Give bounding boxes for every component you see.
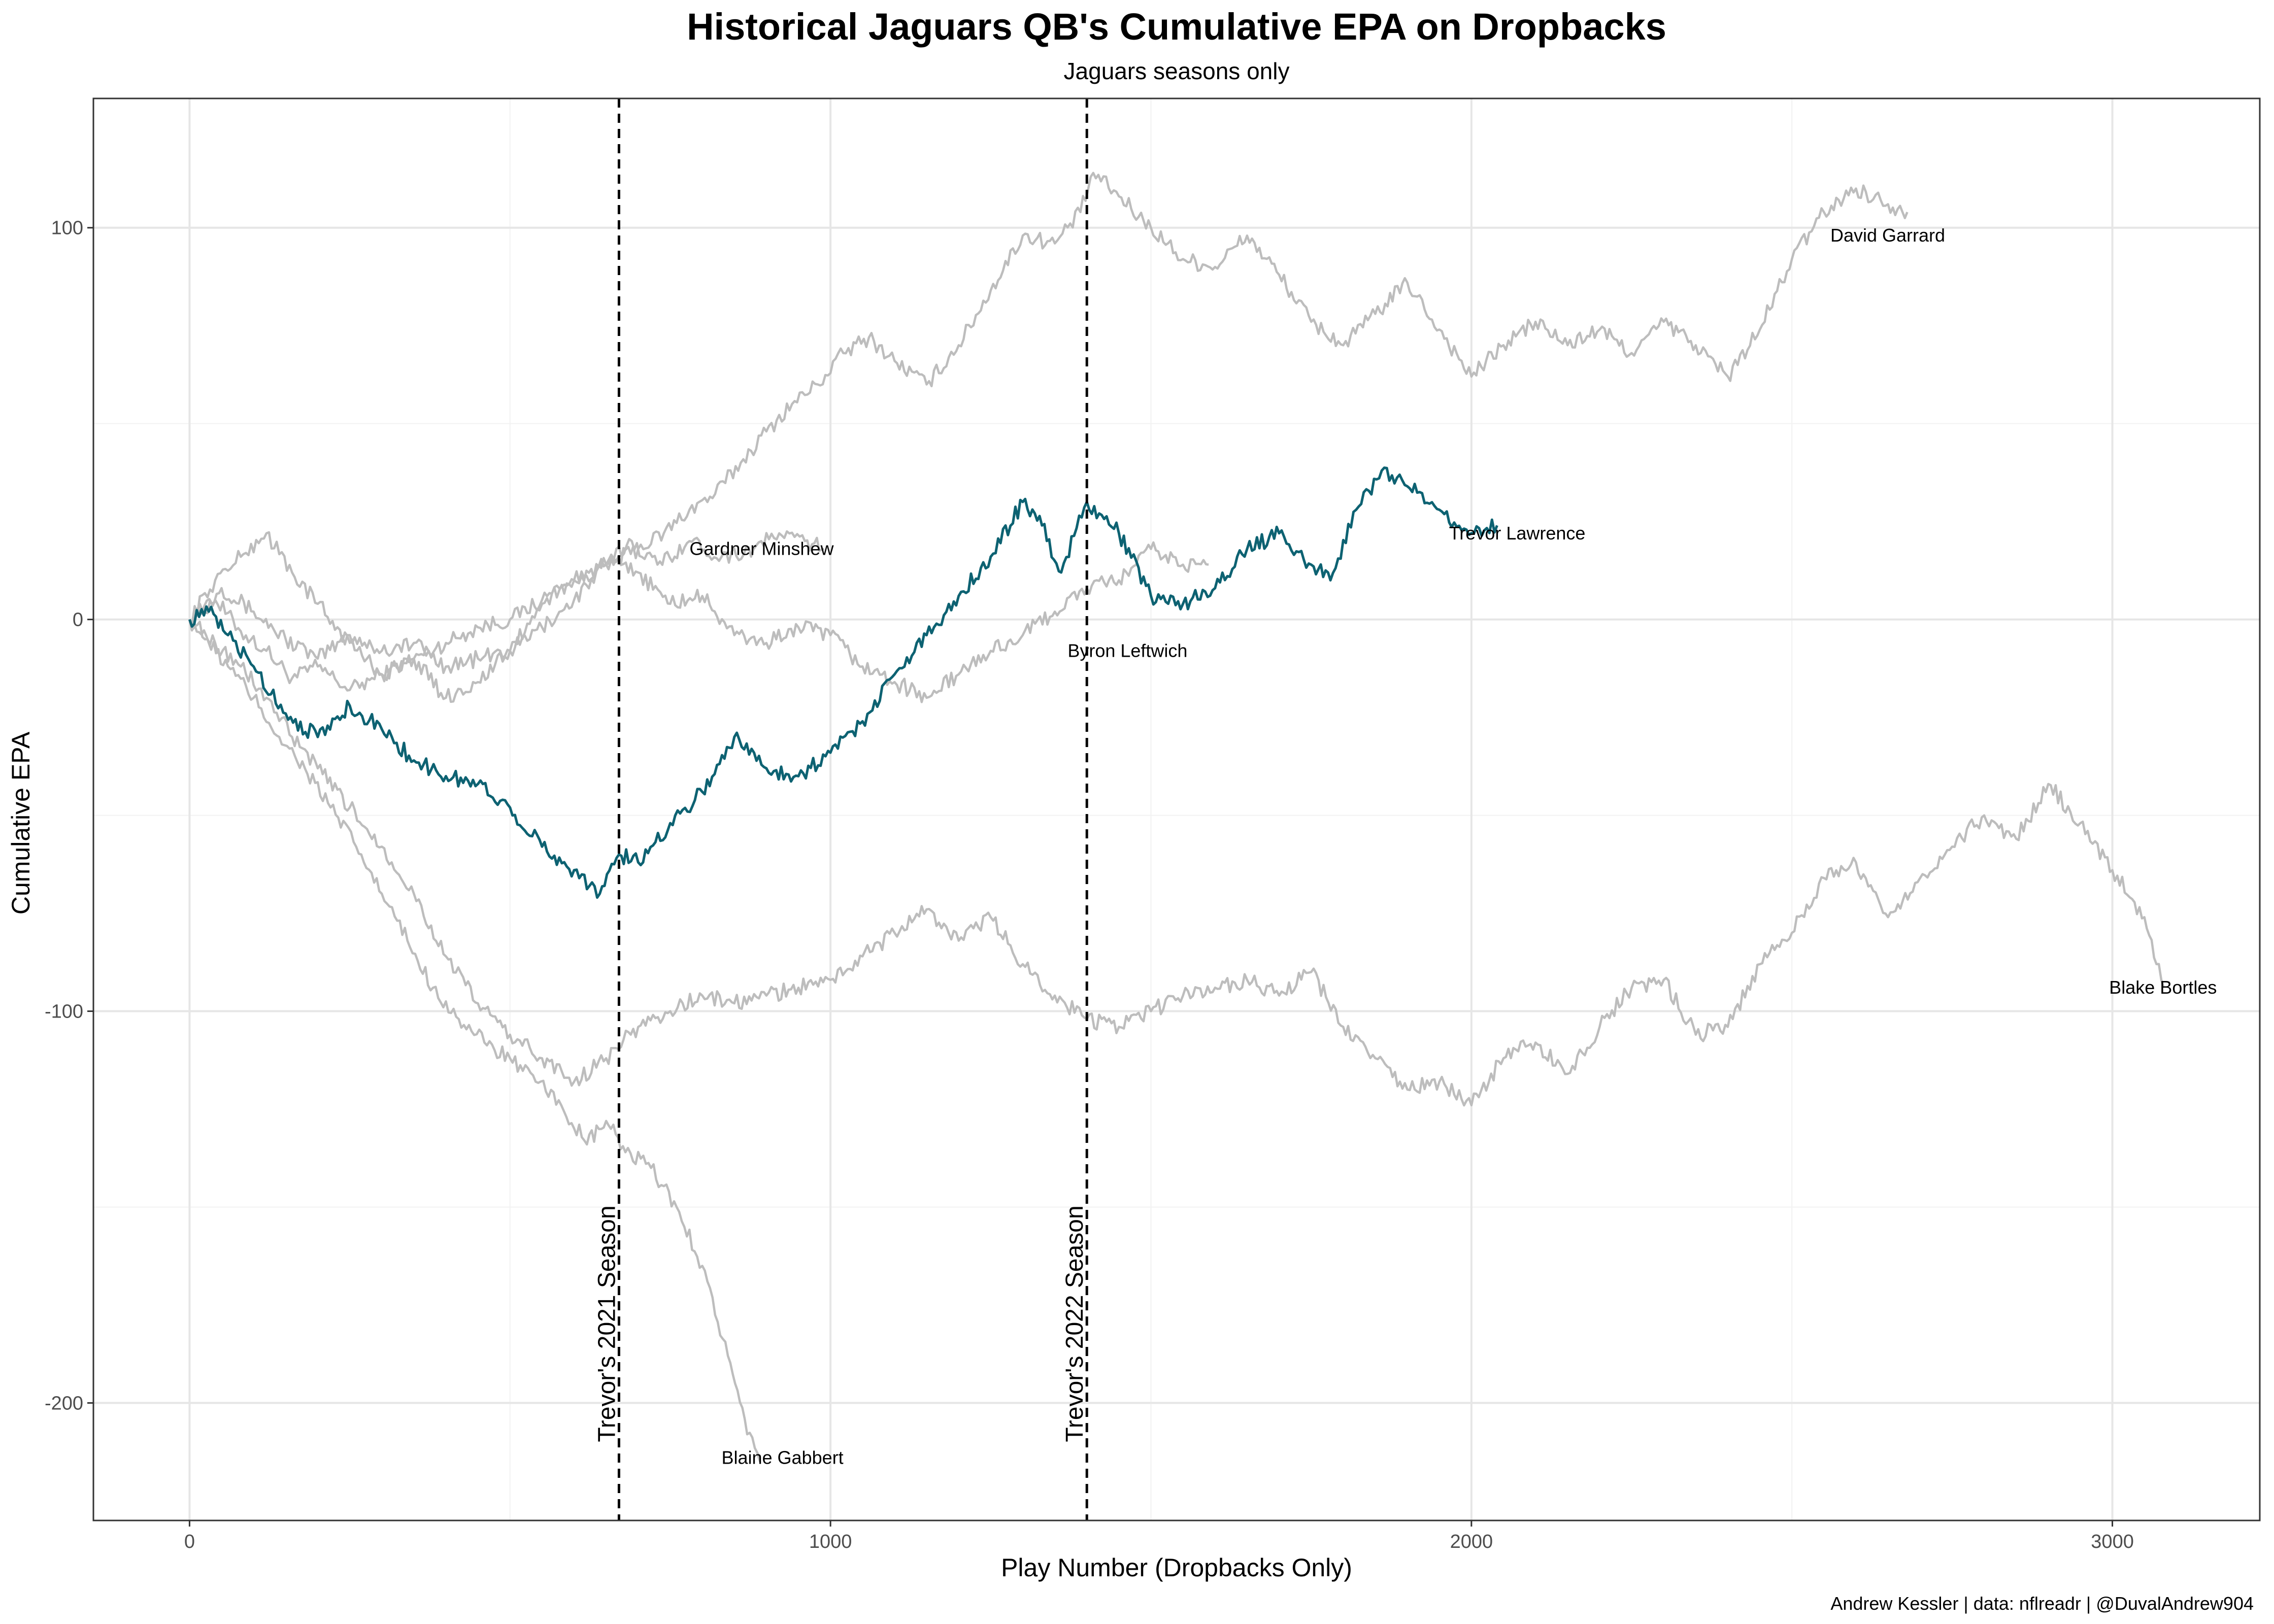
y-tick-label: -100 [45, 1001, 83, 1023]
season-divider-label: Trevor's 2021 Season [593, 1205, 620, 1442]
series-label: Blake Bortles [2109, 977, 2217, 998]
series-label: Gardner Minshew [689, 538, 834, 559]
series-line-david-garrard [188, 172, 1909, 692]
season-divider-label: Trevor's 2022 Season [1061, 1205, 1088, 1442]
label-layer: David Garrard Gardner Minshew Byron Leftwi… [689, 225, 2217, 1468]
series-line-blake-bortles [188, 619, 2165, 1107]
y-axis-title: Cumulative EPA [7, 731, 35, 915]
x-tick-label: 3000 [2091, 1531, 2134, 1552]
chart-title: Historical Jaguars QB's Cumulative EPA o… [687, 6, 1666, 48]
series-layer [188, 172, 2165, 1462]
y-tick-label: 0 [73, 610, 83, 631]
series-label: David Garrard [1830, 225, 1945, 246]
x-tick-label: 2000 [1450, 1531, 1493, 1552]
axes-layer: 0 1000 2000 3000 -200 -100 0 100 [45, 218, 2134, 1552]
panel-border [92, 97, 2261, 1521]
y-tick-label: 100 [51, 218, 83, 239]
series-line-blaine-gabbert [188, 619, 761, 1462]
series-line-byron-leftwich [188, 531, 1209, 703]
chart-subtitle: Jaguars seasons only [1064, 58, 1290, 84]
vline-layer: Trevor's 2021 Season Trevor's 2022 Season [593, 98, 1088, 1520]
x-tick-label: 0 [184, 1531, 195, 1552]
chart-caption: Andrew Kessler | data: nflreadr | @Duval… [1830, 1593, 2254, 1614]
grid [93, 98, 2260, 1520]
x-tick-label: 1000 [809, 1531, 852, 1552]
series-label: Blaine Gabbert [721, 1447, 843, 1468]
series-label: Byron Leftwich [1067, 640, 1187, 661]
series-label: Trevor Lawrence [1449, 523, 1586, 544]
y-tick-label: -200 [45, 1393, 83, 1414]
series-line-trevor-lawrence [188, 466, 1498, 899]
x-axis-title: Play Number (Dropbacks Only) [1001, 1553, 1352, 1582]
